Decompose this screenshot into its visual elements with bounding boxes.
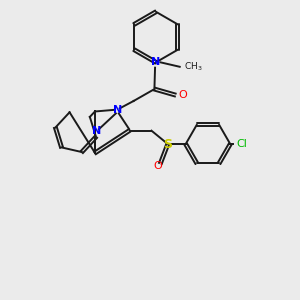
Text: CH$_3$: CH$_3$ [184, 61, 203, 73]
Text: S: S [163, 138, 172, 151]
Text: N: N [92, 126, 101, 136]
Text: O: O [178, 90, 187, 100]
Text: N: N [151, 57, 160, 67]
Text: N: N [113, 105, 122, 115]
Text: O: O [153, 161, 162, 171]
Text: Cl: Cl [236, 139, 247, 149]
